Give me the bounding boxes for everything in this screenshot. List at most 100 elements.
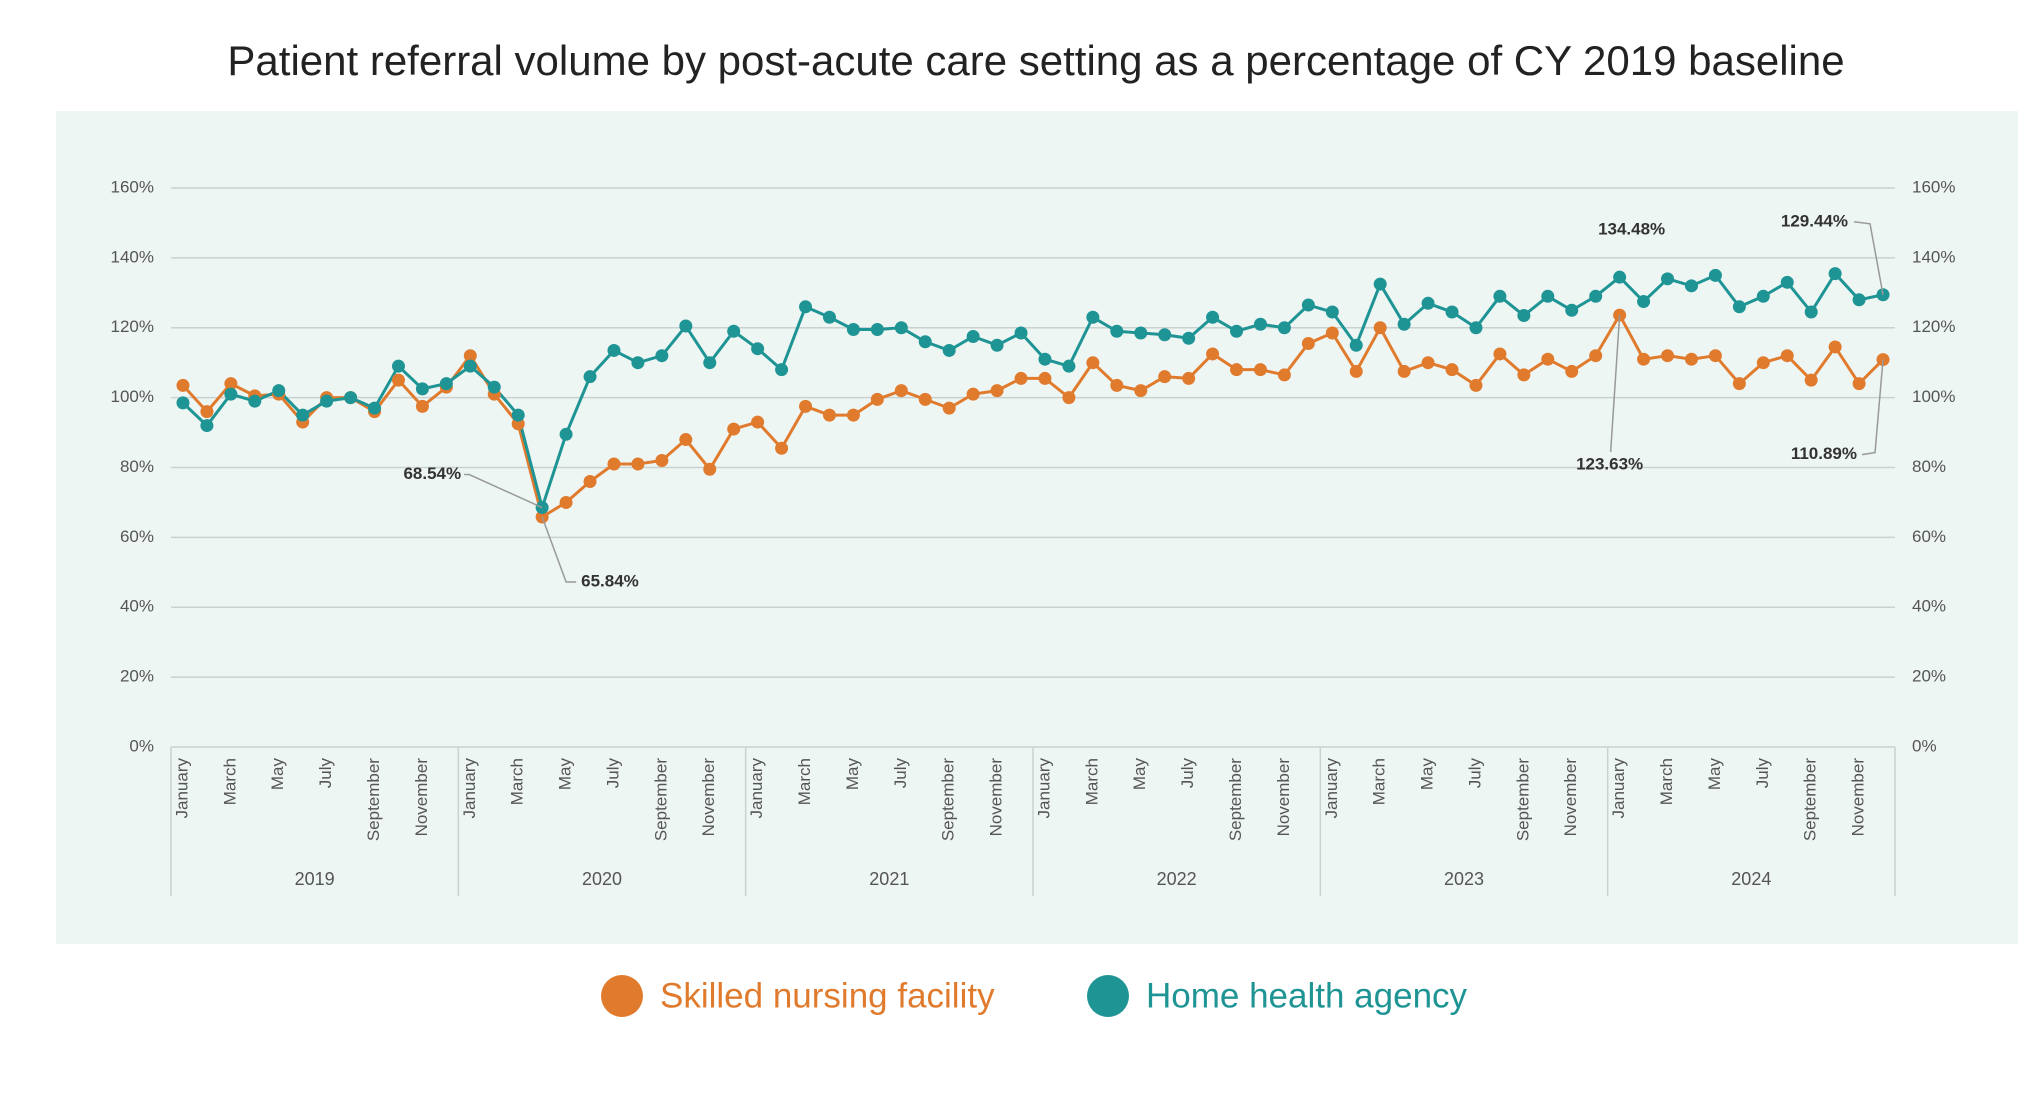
data-point bbox=[1158, 328, 1172, 342]
data-point bbox=[1852, 293, 1866, 307]
data-point bbox=[1277, 368, 1291, 382]
data-point bbox=[176, 378, 190, 392]
y-tick-label: 100% bbox=[111, 387, 154, 406]
data-point bbox=[1517, 309, 1531, 323]
data-point bbox=[870, 392, 884, 406]
data-point bbox=[822, 408, 836, 422]
data-point bbox=[1301, 298, 1315, 312]
y2-tick-label: 40% bbox=[1912, 597, 1946, 616]
data-point bbox=[1804, 305, 1818, 319]
data-point bbox=[822, 310, 836, 324]
data-point bbox=[1253, 363, 1267, 377]
x-tick-label: May bbox=[843, 758, 862, 791]
data-point bbox=[463, 359, 477, 373]
data-point bbox=[1373, 277, 1387, 291]
data-point bbox=[1828, 267, 1842, 281]
chart-title: Patient referral volume by post-acute ca… bbox=[227, 37, 1844, 84]
data-point bbox=[1062, 359, 1076, 373]
x-tick-label: March bbox=[220, 758, 239, 805]
legend-item: Skilled nursing facility bbox=[601, 975, 995, 1017]
y-tick-label: 0% bbox=[129, 736, 154, 755]
x-tick-label: January bbox=[1322, 758, 1341, 819]
x-tick-label: November bbox=[987, 758, 1006, 837]
data-point bbox=[1828, 340, 1842, 354]
data-point bbox=[511, 408, 525, 422]
data-point bbox=[224, 387, 238, 401]
x-tick-label: November bbox=[412, 758, 431, 837]
data-point bbox=[1780, 349, 1794, 363]
x-tick-label: March bbox=[795, 758, 814, 805]
data-point bbox=[248, 394, 262, 408]
data-point bbox=[1565, 364, 1579, 378]
data-point bbox=[391, 373, 405, 387]
series-line bbox=[181, 312, 1885, 520]
data-point bbox=[966, 329, 980, 343]
data-point bbox=[1732, 300, 1746, 314]
data-point bbox=[703, 356, 717, 370]
y-tick-label: 80% bbox=[120, 457, 154, 476]
data-point bbox=[1589, 289, 1603, 303]
x-tick-label: September bbox=[364, 758, 383, 841]
legend-label: Skilled nursing facility bbox=[660, 976, 995, 1015]
x-tick-label: September bbox=[651, 758, 670, 841]
data-point bbox=[415, 382, 429, 396]
x-tick-label: March bbox=[1657, 758, 1676, 805]
data-point bbox=[1301, 336, 1315, 350]
x-tick-label: November bbox=[1561, 758, 1580, 837]
data-point bbox=[942, 401, 956, 415]
x-tick-label: March bbox=[1082, 758, 1101, 805]
data-point bbox=[1852, 377, 1866, 391]
data-point bbox=[655, 349, 669, 363]
data-point bbox=[1637, 352, 1651, 366]
data-point bbox=[583, 474, 597, 488]
x-tick-label: January bbox=[172, 758, 191, 819]
data-point bbox=[1708, 349, 1722, 363]
data-point bbox=[894, 321, 908, 335]
data-point bbox=[1158, 370, 1172, 384]
y-tick-label: 20% bbox=[120, 667, 154, 686]
x-tick-label: September bbox=[1801, 758, 1820, 841]
data-point bbox=[751, 342, 765, 356]
data-point bbox=[176, 396, 190, 410]
data-point bbox=[1277, 321, 1291, 335]
data-point bbox=[990, 338, 1004, 352]
y-tick-label: 120% bbox=[111, 317, 154, 336]
data-point bbox=[1325, 326, 1339, 340]
data-point bbox=[703, 462, 717, 476]
x-tick-label: July bbox=[891, 758, 910, 789]
data-point bbox=[1397, 364, 1411, 378]
data-point bbox=[1014, 371, 1028, 385]
annotation-leader bbox=[1853, 221, 1884, 295]
data-point bbox=[272, 384, 286, 398]
y2-tick-label: 80% bbox=[1912, 457, 1946, 476]
y2-tick-label: 20% bbox=[1912, 667, 1946, 686]
x-tick-label: January bbox=[460, 758, 479, 819]
year-label: 2020 bbox=[582, 869, 622, 889]
y2-tick-label: 140% bbox=[1912, 247, 1955, 266]
data-point bbox=[1661, 272, 1675, 286]
year-label: 2022 bbox=[1157, 869, 1197, 889]
data-point bbox=[966, 387, 980, 401]
data-point bbox=[1708, 268, 1722, 282]
data-point bbox=[1541, 289, 1555, 303]
data-point bbox=[1325, 305, 1339, 319]
data-point bbox=[799, 399, 813, 413]
data-point bbox=[679, 433, 693, 447]
y-tick-label: 60% bbox=[120, 527, 154, 546]
data-point bbox=[1804, 373, 1818, 387]
y-tick-label: 140% bbox=[111, 247, 154, 266]
data-point bbox=[320, 394, 334, 408]
data-point bbox=[1206, 310, 1220, 324]
data-point bbox=[1421, 296, 1435, 310]
x-tick-label: July bbox=[1753, 758, 1772, 789]
data-point bbox=[296, 408, 310, 422]
data-point bbox=[1110, 324, 1124, 338]
data-label: 129.44% bbox=[1781, 211, 1848, 230]
x-tick-label: January bbox=[1034, 758, 1053, 819]
annotation-leader bbox=[541, 516, 577, 583]
data-point bbox=[1397, 317, 1411, 331]
data-point bbox=[1134, 326, 1148, 340]
y2-tick-label: 120% bbox=[1912, 317, 1955, 336]
data-point bbox=[870, 322, 884, 336]
data-point bbox=[1086, 356, 1100, 370]
